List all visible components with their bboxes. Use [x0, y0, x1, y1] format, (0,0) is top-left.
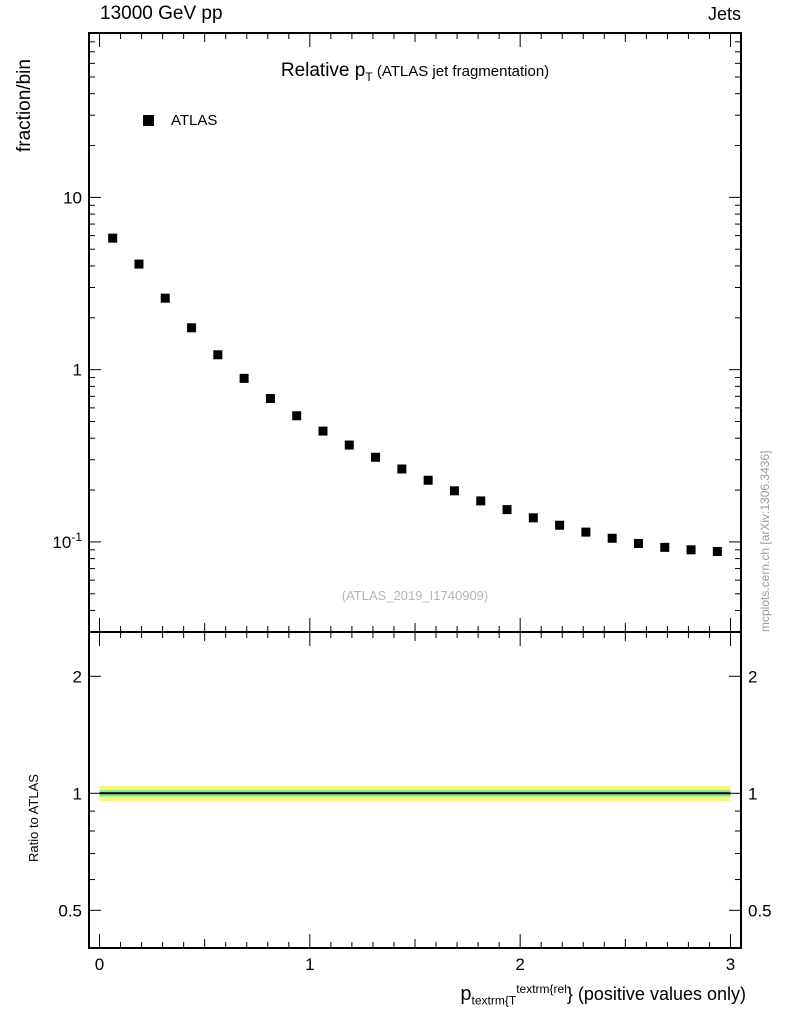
data-point	[449, 486, 459, 496]
data-point	[660, 542, 670, 552]
data-point	[134, 259, 144, 269]
x-title-sup: textrm{rel	[516, 982, 567, 996]
data-point	[633, 538, 643, 548]
data-point	[108, 233, 118, 243]
x-title-rest: } (positive values only)	[566, 984, 746, 1004]
ratio-tick-label-left: 1	[73, 784, 82, 803]
data-point	[292, 411, 302, 421]
ratio-tick-label-right: 2	[748, 667, 757, 686]
data-point	[528, 513, 538, 523]
data-point	[686, 545, 696, 555]
data-point	[344, 440, 354, 450]
data-point	[265, 394, 275, 404]
ratio-tick-label-right: 0.5	[748, 901, 772, 920]
x-title-p: p	[460, 983, 472, 1005]
legend: ATLAS	[143, 112, 217, 129]
ratio-y-axis-title: Ratio to ATLAS	[26, 774, 41, 862]
ratio-tick-label-right: 1	[748, 784, 757, 803]
data-point	[607, 533, 617, 543]
mcplots-reference-note: mcplots.cern.ch [arXiv:1306.3436]	[758, 450, 772, 632]
y-tick-label: 10	[63, 188, 82, 207]
data-point	[160, 293, 170, 303]
y-tick-label: 1	[73, 361, 82, 380]
x-axis-title: ptextrm{Ttextrm{rel} (positive values on…	[460, 982, 746, 1008]
plot-title: Relative pT (ATLAS jet fragmentation)	[89, 60, 741, 84]
data-point	[397, 464, 407, 474]
data-point	[371, 452, 381, 462]
legend-label: ATLAS	[171, 112, 218, 129]
plot-title-paren: (ATLAS jet fragmentation)	[372, 63, 550, 80]
ratio-tick-label-left: 0.5	[58, 901, 82, 920]
y-tick-label: 10-1	[52, 530, 82, 552]
data-point	[555, 520, 565, 530]
data-point	[318, 426, 328, 436]
ratio-tick-label-left: 2	[73, 667, 82, 686]
x-tick-label: 1	[305, 955, 314, 974]
data-point	[581, 527, 591, 537]
data-point	[502, 505, 512, 515]
plot-title-sub: T	[365, 69, 373, 84]
x-tick-label: 2	[515, 955, 524, 974]
plot-title-main: Relative p	[280, 60, 366, 81]
analysis-id-watermark: (ATLAS_2019_I1740909)	[341, 588, 489, 603]
data-point	[712, 546, 722, 556]
legend-square-marker-icon	[143, 115, 154, 126]
beam-energy-label: 13000 GeV pp	[100, 3, 223, 24]
main-y-axis-title: fraction/bin	[14, 59, 35, 152]
x-tick-label: 0	[95, 955, 104, 974]
data-point	[423, 475, 433, 485]
data-point	[213, 350, 223, 360]
x-title-sub: textrm{T	[471, 993, 517, 1008]
data-point	[239, 373, 249, 383]
data-point	[187, 323, 197, 333]
data-point	[476, 496, 486, 506]
x-tick-label: 3	[726, 955, 735, 974]
analysis-group-label: Jets	[707, 4, 741, 24]
